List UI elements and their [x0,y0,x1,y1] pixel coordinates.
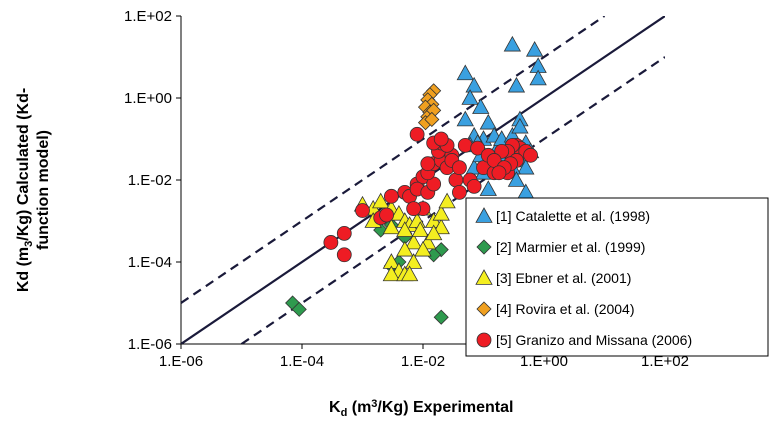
data-point [465,76,483,93]
reference-line-dashed [181,16,606,304]
data-point [507,76,526,93]
legend: [1] Catalette et al. (1998) [2] Marmier e… [465,197,769,357]
data-point [382,265,401,282]
legend-label: [1] Catalette et al. (1998) [496,208,650,224]
data-point [438,192,456,209]
y-tick-label: 1.E-02 [128,172,172,189]
series-5 [323,126,538,263]
data-point [379,207,394,223]
legend-marker [476,301,492,317]
series-4 [417,83,442,131]
data-point [432,218,450,235]
y-tick-label: 1.E+02 [124,8,172,25]
data-point [456,64,474,81]
data-point [424,224,443,241]
y-tick-label: 1.E-04 [128,254,172,271]
data-point [452,160,467,176]
x-axis-title-superscript: 3 [371,398,377,410]
data-point [420,156,436,172]
data-point [400,265,419,282]
x-axis-title: Kd (m3/Kg) Experimental [329,398,513,419]
data-point [406,201,422,217]
legend-marker [475,269,493,285]
x-tick-label: 1.E-04 [280,353,324,370]
data-point [323,235,339,250]
legend-label: [3] Ebner et al. (2001) [496,270,631,286]
data-point [472,98,490,114]
legend-item: [4] Rovira et al. (2004) [476,301,635,317]
data-point [456,110,474,127]
data-point [433,309,449,325]
legend-marker [475,207,493,223]
data-point [433,131,449,147]
data-point [432,204,450,221]
reference-line-dashed [240,56,665,344]
y-axis-title-line1: Kd (m3/Kg) Calculated (Kd- [15,88,35,292]
y-axis-title-pre: Kd (m [15,247,32,292]
data-point [396,240,414,257]
data-point [404,253,423,269]
x-tick-label: 1.E+00 [520,353,568,370]
data-point [529,69,547,86]
data-point [457,137,473,153]
axis-ticks: 1.E+02 1.E+00 1.E-02 1.E-04 1.E-061.E-06 1.E-… [124,8,689,370]
data-point [511,117,529,134]
data-point [383,188,399,204]
legend-item: [3] Ebner et al. (2001) [475,269,631,286]
data-point [491,165,507,181]
data-point [461,89,479,105]
legend-item: [2] Marmier et al. (1999) [476,239,645,255]
data-point [507,171,526,187]
x-axis-title-main: K [329,399,341,416]
data-point [336,225,352,241]
data-point [396,221,414,237]
y-axis-title-subscript: 3 [23,241,35,247]
y-axis-title-line2: function model) [35,130,52,250]
x-tick-label: 1.E-02 [401,353,445,370]
data-point [414,240,432,257]
data-point [523,147,538,163]
data-point [466,178,482,194]
data-point [291,301,307,317]
legend-label: [5] Granizo and Missana (2006) [496,332,692,348]
legend-item: [1] Catalette et al. (1998) [475,207,650,224]
legend-label: [2] Marmier et al. (1999) [496,239,645,255]
data-point [355,203,370,218]
data-point [470,140,486,156]
x-axis-title-pre: (m [347,399,371,416]
data-markers [285,35,547,325]
legend-label: [4] Rovira et al. (2004) [496,301,635,317]
data-point [517,158,535,175]
data-point [382,218,401,235]
data-point [424,111,440,128]
data-point [411,221,429,237]
data-point [479,113,497,130]
data-point [452,184,467,200]
x-tick-label: 1.E-06 [159,353,203,370]
legend-marker [476,239,492,255]
y-axis-title-post: /Kg) Calculated (Kd- [15,88,32,241]
x-axis-title-subscript: d [341,407,348,419]
data-point [503,35,522,52]
legend-marker [476,332,492,348]
data-point [372,192,390,209]
legend-box [465,197,769,357]
data-point [409,126,425,142]
legend-item: [5] Granizo and Missana (2006) [476,332,692,348]
x-axis-title-post: /Kg) Experimental [377,399,513,416]
data-point [336,247,352,263]
y-tick-label: 1.E+00 [124,90,172,107]
y-tick-label: 1.E-06 [128,336,172,353]
data-point [479,180,497,196]
x-tick-label: 1.E+02 [641,353,689,370]
data-point [525,40,544,57]
data-point [448,172,464,188]
data-point [404,233,423,250]
